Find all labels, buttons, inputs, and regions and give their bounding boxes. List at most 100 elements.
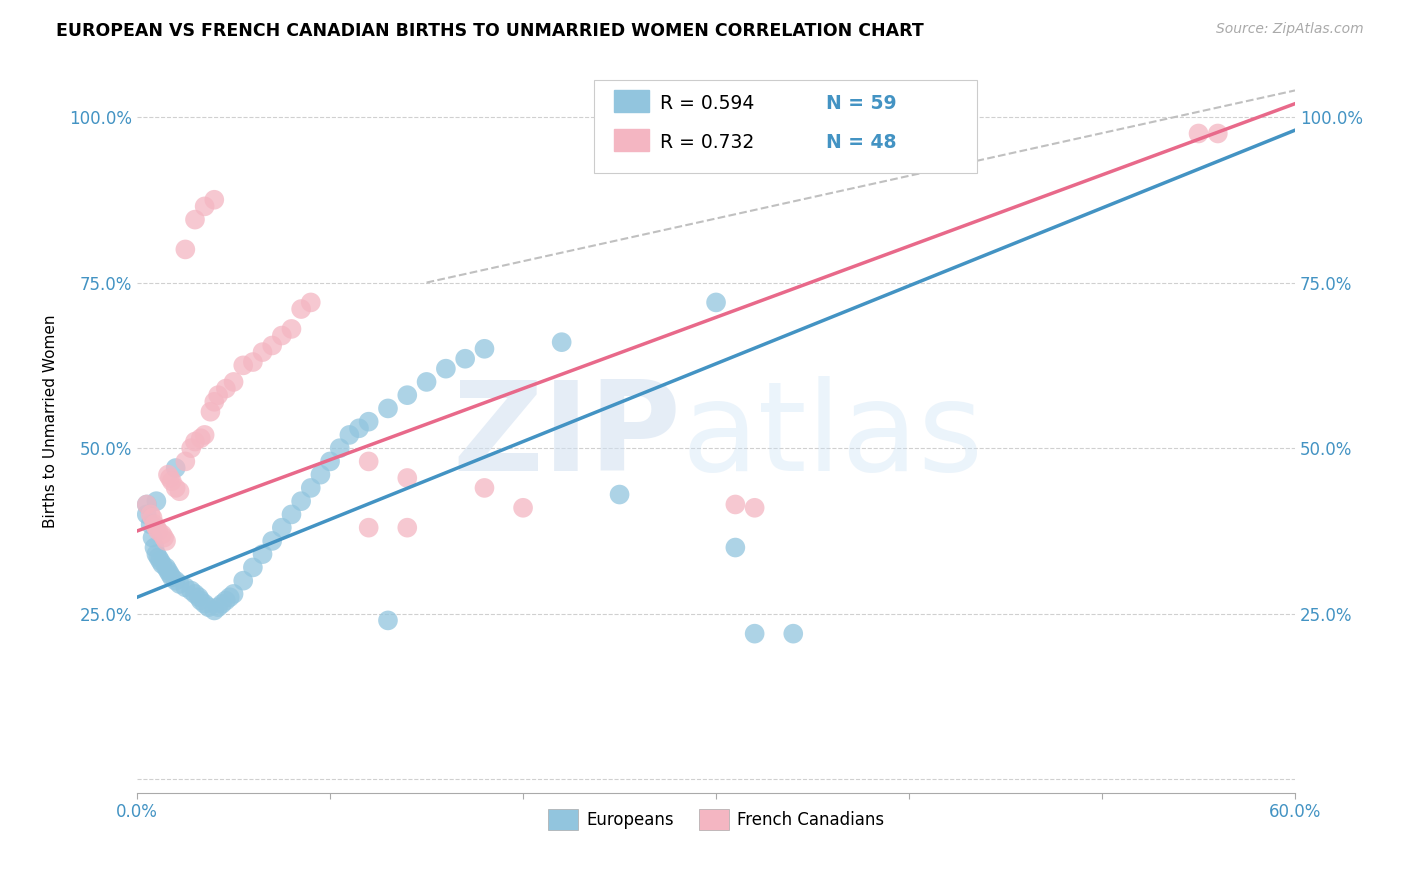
Text: EUROPEAN VS FRENCH CANADIAN BIRTHS TO UNMARRIED WOMEN CORRELATION CHART: EUROPEAN VS FRENCH CANADIAN BIRTHS TO UN… <box>56 22 924 40</box>
Point <box>1187 127 1209 141</box>
Point <box>270 328 292 343</box>
Point <box>242 355 264 369</box>
Point <box>357 454 380 468</box>
Point <box>156 467 179 482</box>
Point <box>211 597 233 611</box>
Point <box>156 564 179 578</box>
Point <box>148 524 170 538</box>
Point <box>202 603 225 617</box>
Point <box>415 375 437 389</box>
Point <box>222 587 245 601</box>
Point <box>377 614 399 628</box>
Point <box>155 533 177 548</box>
Point <box>215 382 238 396</box>
Point <box>145 547 167 561</box>
Point <box>174 243 197 257</box>
Point <box>474 481 496 495</box>
Point <box>232 359 254 373</box>
Point <box>252 345 274 359</box>
Point <box>194 428 217 442</box>
Bar <box>614 128 650 151</box>
Point <box>143 517 166 532</box>
Point <box>232 574 254 588</box>
Point <box>143 541 166 555</box>
Point <box>280 508 302 522</box>
Point <box>396 471 419 485</box>
Point <box>159 567 181 582</box>
Point <box>155 560 177 574</box>
Point <box>724 541 747 555</box>
Point <box>190 593 212 607</box>
Point <box>207 388 229 402</box>
Text: ZIP: ZIP <box>453 376 682 497</box>
Point <box>187 591 209 605</box>
Point <box>262 533 284 548</box>
Point <box>149 554 172 568</box>
Point <box>454 351 477 366</box>
Point <box>145 521 167 535</box>
Point <box>218 591 240 605</box>
Point <box>377 401 399 416</box>
Point <box>357 415 380 429</box>
Point <box>782 626 804 640</box>
Point <box>704 295 727 310</box>
Point <box>150 527 173 541</box>
Point <box>512 500 534 515</box>
Point <box>148 550 170 565</box>
Point <box>347 421 370 435</box>
Point <box>299 295 322 310</box>
Point <box>309 467 332 482</box>
Point <box>139 517 162 532</box>
Text: R = 0.594: R = 0.594 <box>661 95 755 113</box>
Point <box>396 388 419 402</box>
Point <box>290 301 312 316</box>
Text: R = 0.732: R = 0.732 <box>661 133 755 152</box>
Point <box>169 484 191 499</box>
Point <box>150 557 173 571</box>
Point <box>200 405 222 419</box>
Text: atlas: atlas <box>682 376 983 497</box>
Point <box>290 494 312 508</box>
Point <box>252 547 274 561</box>
Point <box>329 441 352 455</box>
Text: N = 59: N = 59 <box>827 95 897 113</box>
Point <box>434 361 457 376</box>
Point <box>169 577 191 591</box>
Point <box>159 471 181 485</box>
Text: Source: ZipAtlas.com: Source: ZipAtlas.com <box>1216 22 1364 37</box>
Point <box>724 498 747 512</box>
Point <box>197 600 219 615</box>
Point <box>180 441 202 455</box>
Point <box>141 531 163 545</box>
Point <box>194 597 217 611</box>
Point <box>222 375 245 389</box>
Point <box>319 454 342 468</box>
Point <box>184 212 207 227</box>
Point <box>666 127 689 141</box>
Point <box>184 434 207 449</box>
Point <box>135 498 157 512</box>
Point <box>141 510 163 524</box>
Point <box>215 593 238 607</box>
Point <box>357 521 380 535</box>
Y-axis label: Births to Unmarried Women: Births to Unmarried Women <box>44 315 58 528</box>
Point <box>165 481 187 495</box>
Point <box>609 487 631 501</box>
Point <box>1206 127 1229 141</box>
Point <box>609 127 631 141</box>
Point <box>135 498 157 512</box>
Point <box>270 521 292 535</box>
Point <box>160 570 183 584</box>
Point <box>859 129 882 144</box>
Point <box>299 481 322 495</box>
Point <box>396 521 419 535</box>
Legend: Europeans, French Canadians: Europeans, French Canadians <box>541 803 891 837</box>
Point <box>174 454 197 468</box>
Point <box>207 600 229 615</box>
Point <box>153 531 176 545</box>
FancyBboxPatch shape <box>595 80 977 173</box>
Point <box>184 587 207 601</box>
Point <box>190 431 212 445</box>
Point <box>550 335 572 350</box>
Point <box>744 500 766 515</box>
